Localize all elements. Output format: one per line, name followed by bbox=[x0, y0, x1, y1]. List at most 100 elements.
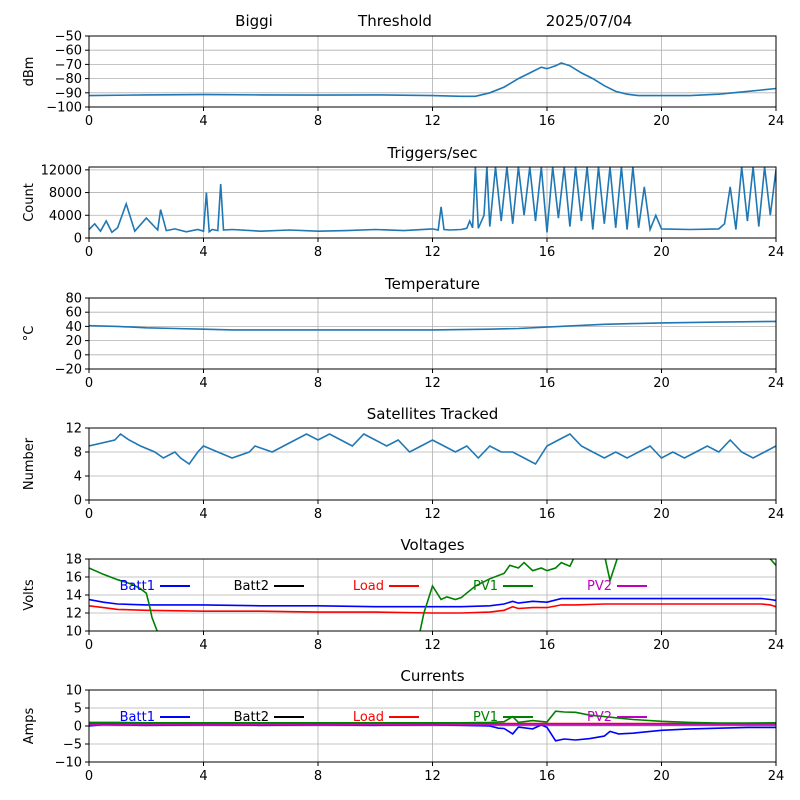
header-date: 2025/07/04 bbox=[546, 12, 632, 30]
y-tick-label: 8 bbox=[74, 446, 82, 461]
x-tick-label: 16 bbox=[539, 638, 556, 653]
legend-label-batt2: Batt2 bbox=[234, 579, 269, 594]
x-tick-label: 24 bbox=[768, 114, 785, 129]
y-axis-label: °C bbox=[22, 326, 37, 342]
panel-5: 0 4 8 12 16 20 24 −10 −5 0 5 10 Currents Amps Batt1 Bat… bbox=[22, 667, 784, 784]
x-tick-label: 0 bbox=[85, 245, 93, 260]
y-tick-label: 16 bbox=[65, 571, 82, 586]
panel-title: Temperature bbox=[384, 275, 480, 293]
y-tick-label: 20 bbox=[65, 334, 82, 349]
x-tick-label: 24 bbox=[768, 376, 785, 391]
y-tick-label: 18 bbox=[65, 553, 82, 568]
x-tick-label: 8 bbox=[314, 376, 322, 391]
y-axis-label: dBm bbox=[22, 57, 37, 87]
y-tick-label: −60 bbox=[55, 44, 82, 59]
x-tick-label: 12 bbox=[424, 114, 441, 129]
x-tick-label: 8 bbox=[314, 114, 322, 129]
panel-title: Voltages bbox=[400, 536, 464, 554]
y-tick-label: 0 bbox=[74, 348, 82, 363]
series-line-0 bbox=[89, 432, 776, 466]
panel-title: Currents bbox=[400, 667, 464, 685]
x-tick-label: 12 bbox=[424, 245, 441, 260]
series-line-0 bbox=[89, 62, 776, 98]
x-tick-label: 20 bbox=[653, 114, 670, 129]
legend-label-pv1: PV1 bbox=[473, 710, 498, 725]
panel-3: 0 4 8 12 16 20 24 0 4 8 12 Satellites Tracked Number bbox=[22, 405, 784, 522]
y-tick-label: −70 bbox=[55, 58, 82, 73]
x-tick-label: 12 bbox=[424, 769, 441, 784]
y-tick-label: −80 bbox=[55, 72, 82, 87]
x-tick-label: 0 bbox=[85, 376, 93, 391]
y-tick-label: 4 bbox=[74, 470, 82, 485]
y-tick-label: −10 bbox=[55, 756, 82, 771]
y-tick-label: 8000 bbox=[49, 186, 82, 201]
x-tick-label: 8 bbox=[314, 507, 322, 522]
y-tick-label: 5 bbox=[74, 702, 82, 717]
x-tick-label: 12 bbox=[424, 376, 441, 391]
legend-label-batt1: Batt1 bbox=[120, 710, 155, 725]
y-axis-label: Number bbox=[22, 437, 37, 490]
series-line-pv1 bbox=[89, 710, 776, 724]
header-station: Biggi bbox=[235, 12, 273, 30]
y-axis-label: Amps bbox=[22, 707, 37, 744]
panel-0: 0 4 8 12 16 20 24 −100−90−80−70−60−50 dBm bbox=[22, 30, 784, 130]
legend-label-batt1: Batt1 bbox=[120, 579, 155, 594]
y-tick-label: 10 bbox=[65, 684, 82, 699]
x-tick-label: 16 bbox=[539, 769, 556, 784]
y-axis-label: Volts bbox=[22, 579, 37, 611]
x-tick-label: 4 bbox=[199, 245, 207, 260]
x-tick-label: 4 bbox=[199, 638, 207, 653]
legend-label-pv1: PV1 bbox=[473, 579, 498, 594]
x-tick-label: 0 bbox=[85, 507, 93, 522]
y-tick-label: 4000 bbox=[49, 209, 82, 224]
x-tick-label: 24 bbox=[768, 245, 785, 260]
legend-label-pv2: PV2 bbox=[587, 710, 612, 725]
x-tick-label: 0 bbox=[85, 114, 93, 129]
y-tick-label: 80 bbox=[65, 292, 82, 307]
x-tick-label: 8 bbox=[314, 638, 322, 653]
y-axis-label: Count bbox=[22, 183, 37, 222]
x-tick-label: 16 bbox=[539, 114, 556, 129]
x-tick-label: 4 bbox=[199, 376, 207, 391]
y-tick-label: −50 bbox=[55, 30, 82, 45]
x-tick-label: 0 bbox=[85, 769, 93, 784]
y-tick-label: 0 bbox=[74, 494, 82, 509]
x-tick-label: 20 bbox=[653, 638, 670, 653]
panel-title: Triggers/sec bbox=[387, 144, 478, 162]
x-tick-label: 4 bbox=[199, 769, 207, 784]
y-tick-label: 40 bbox=[65, 320, 82, 335]
y-tick-label: 60 bbox=[65, 306, 82, 321]
panel-4: 0 4 8 12 16 20 24 10 12 14 16 18 Voltages Volts Batt1 B… bbox=[22, 536, 784, 653]
y-tick-label: 12 bbox=[65, 422, 82, 437]
legend-label-batt2: Batt2 bbox=[234, 710, 269, 725]
series-line-load bbox=[89, 603, 776, 614]
x-tick-label: 12 bbox=[424, 638, 441, 653]
y-tick-label: 0 bbox=[74, 720, 82, 735]
x-tick-label: 20 bbox=[653, 507, 670, 522]
legend-label-pv2: PV2 bbox=[587, 579, 612, 594]
x-tick-label: 16 bbox=[539, 376, 556, 391]
x-tick-label: 4 bbox=[199, 507, 207, 522]
x-tick-label: 24 bbox=[768, 507, 785, 522]
y-tick-label: 0 bbox=[74, 232, 82, 247]
series-line-0 bbox=[89, 167, 776, 234]
x-tick-label: 24 bbox=[768, 638, 785, 653]
x-tick-label: 24 bbox=[768, 769, 785, 784]
y-tick-label: −5 bbox=[63, 738, 82, 753]
y-tick-label: 10 bbox=[65, 625, 82, 640]
x-tick-label: 8 bbox=[314, 245, 322, 260]
x-tick-label: 12 bbox=[424, 507, 441, 522]
legend-label-load: Load bbox=[353, 579, 384, 594]
x-tick-label: 16 bbox=[539, 245, 556, 260]
x-tick-label: 0 bbox=[85, 638, 93, 653]
series-line-pv1 bbox=[89, 559, 776, 631]
panel-title: Satellites Tracked bbox=[367, 405, 498, 423]
panel-1: 0 4 8 12 16 20 24 0 4000 8000 12000 Triggers/sec Cou… bbox=[22, 144, 784, 260]
x-tick-label: 8 bbox=[314, 769, 322, 784]
series-line-0 bbox=[89, 320, 776, 331]
header-mode: Threshold bbox=[357, 12, 432, 30]
x-tick-label: 20 bbox=[653, 769, 670, 784]
y-tick-label: 12 bbox=[65, 607, 82, 622]
